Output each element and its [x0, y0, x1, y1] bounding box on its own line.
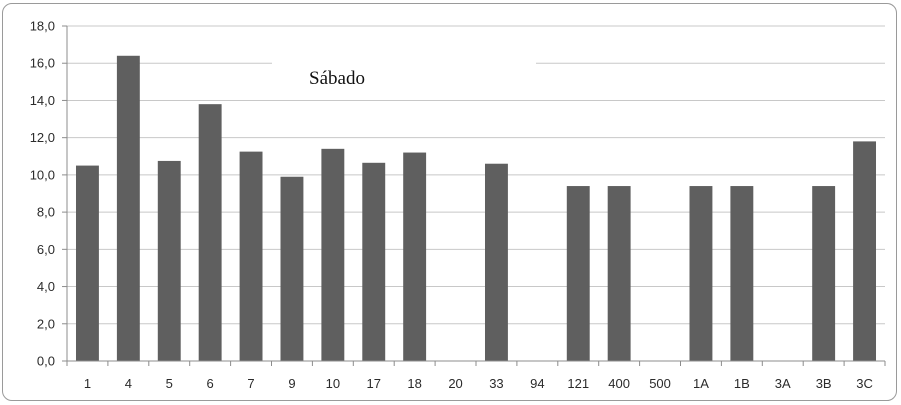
x-tick-label: 7 — [247, 376, 254, 391]
x-tick-label: 5 — [166, 376, 173, 391]
bar-18 — [403, 152, 427, 361]
axes — [66, 26, 885, 362]
x-tick-label: 1 — [84, 376, 91, 391]
y-tick-label: 18,0 — [30, 19, 55, 34]
y-tick-label: 0,0 — [37, 354, 55, 369]
bar-3C — [853, 141, 877, 361]
x-tick-labels: 1 4 5 6 7 9 10 17 18 20 33 94 121 400 500 1A 1B 3A 3B 3C — [84, 376, 873, 391]
x-tick-label: 1B — [734, 376, 750, 391]
bar-17 — [362, 162, 386, 361]
x-tick-label: 33 — [489, 376, 503, 391]
bar-1B — [730, 186, 754, 361]
x-tick-label: 20 — [448, 376, 462, 391]
y-tick-label: 6,0 — [37, 242, 55, 257]
bars — [75, 55, 877, 362]
x-tick-label: 500 — [649, 376, 671, 391]
y-tick-label: 16,0 — [30, 56, 55, 71]
y-tick-label: 8,0 — [37, 205, 55, 220]
bar-1 — [75, 165, 99, 361]
x-tick-label: 1A — [693, 376, 709, 391]
bar-400 — [607, 186, 631, 361]
y-tick-label: 4,0 — [37, 279, 55, 294]
y-tick-label: 10,0 — [30, 167, 55, 182]
x-tick-label: 400 — [608, 376, 630, 391]
bar-1A — [689, 186, 713, 361]
bar-3B — [812, 186, 836, 361]
bar-9 — [280, 176, 304, 361]
title-background — [272, 52, 536, 100]
bar-121 — [566, 186, 590, 361]
bar-10 — [321, 148, 345, 361]
y-tick-label: 2,0 — [37, 316, 55, 331]
y-tick-labels: 0,0 2,0 4,0 6,0 8,0 10,0 12,0 14,0 16,0 18,0 — [30, 19, 55, 369]
y-tick-label: 14,0 — [30, 93, 55, 108]
bar-5 — [157, 160, 181, 361]
bar-33 — [484, 163, 508, 361]
x-tick-label: 6 — [207, 376, 214, 391]
x-tick-label: 9 — [288, 376, 295, 391]
bar-7 — [239, 151, 263, 361]
x-tick-label: 10 — [326, 376, 340, 391]
bar-4 — [116, 55, 140, 362]
x-tick-label: 121 — [567, 376, 589, 391]
x-tick-label: 3B — [816, 376, 832, 391]
chart-title: Sábado — [309, 68, 365, 89]
x-tick-label: 4 — [125, 376, 132, 391]
x-tick-label: 17 — [367, 376, 381, 391]
x-tick-label: 18 — [407, 376, 421, 391]
x-tick-label: 3A — [775, 376, 791, 391]
x-tick-label: 3C — [856, 376, 873, 391]
y-tick-label: 12,0 — [30, 130, 55, 145]
bar-6 — [198, 104, 222, 362]
x-tick-label: 94 — [530, 376, 544, 391]
